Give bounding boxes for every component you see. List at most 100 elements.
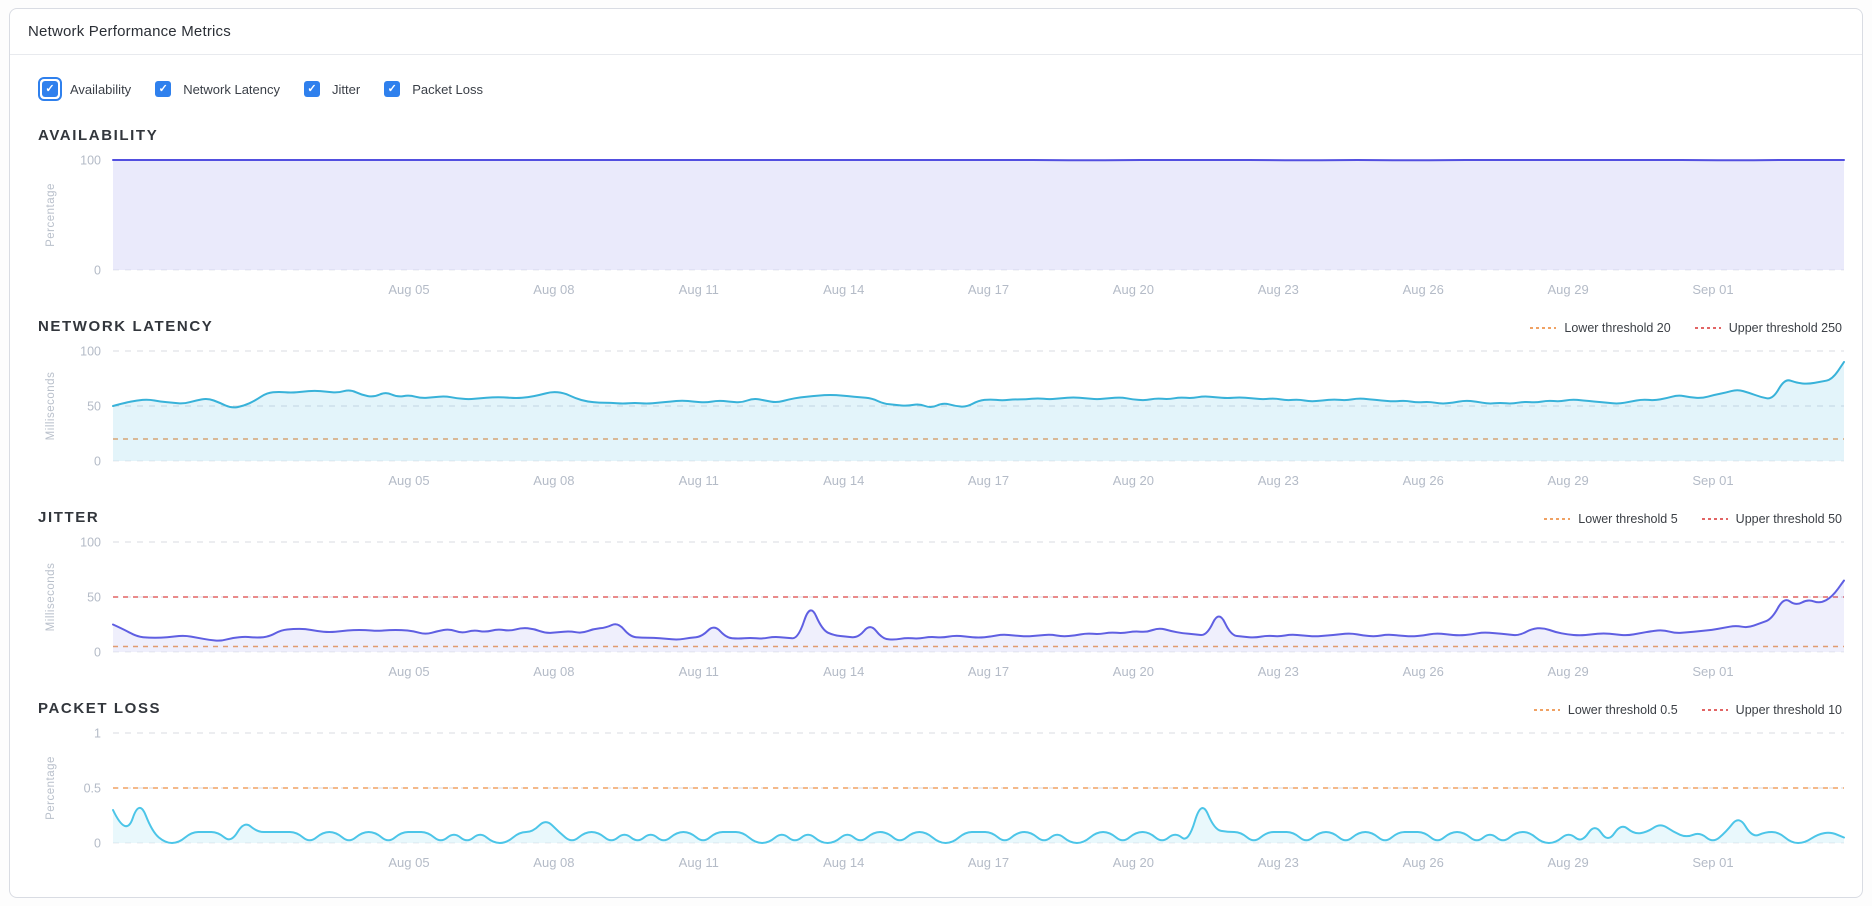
svg-text:Aug 20: Aug 20 xyxy=(1113,282,1154,297)
svg-text:Aug 11: Aug 11 xyxy=(679,855,719,870)
svg-text:Sep 01: Sep 01 xyxy=(1692,473,1733,488)
lower-threshold-dash-icon xyxy=(1530,327,1557,329)
svg-text:Aug 08: Aug 08 xyxy=(533,855,574,870)
svg-text:Aug 23: Aug 23 xyxy=(1258,282,1299,297)
jitter-chart[interactable]: 0 50 100 Milliseconds Aug 05 Aug 08 Aug 11 Aug … xyxy=(24,534,1848,686)
svg-text:100: 100 xyxy=(80,345,101,359)
filter-jitter[interactable]: ✓ Jitter xyxy=(300,77,360,101)
packet-loss-title: PACKET LOSS xyxy=(38,700,162,717)
filter-packet-loss[interactable]: ✓ Packet Loss xyxy=(380,77,483,101)
svg-text:Aug 14: Aug 14 xyxy=(823,473,864,488)
svg-text:Aug 23: Aug 23 xyxy=(1258,664,1299,679)
svg-text:Aug 05: Aug 05 xyxy=(388,473,429,488)
svg-text:Aug 23: Aug 23 xyxy=(1258,855,1299,870)
svg-text:50: 50 xyxy=(87,400,101,414)
check-icon: ✓ xyxy=(45,82,55,95)
svg-text:Milliseconds: Milliseconds xyxy=(45,372,57,441)
svg-text:Sep 01: Sep 01 xyxy=(1692,664,1733,679)
svg-text:0: 0 xyxy=(94,455,101,469)
checkbox-packet-loss[interactable]: ✓ xyxy=(384,81,401,97)
filter-network-latency-label: Network Latency xyxy=(183,81,281,97)
checkbox-jitter[interactable]: ✓ xyxy=(304,81,321,97)
svg-text:Sep 01: Sep 01 xyxy=(1692,855,1733,870)
filter-availability[interactable]: ✓ Availability xyxy=(38,77,131,101)
upper-threshold-dash-icon xyxy=(1701,709,1728,711)
jitter-chart-svg: 0 50 100 Milliseconds Aug 05 Aug 08 Aug 11 Aug … xyxy=(45,536,1845,679)
filter-jitter-label: Jitter xyxy=(332,81,361,97)
check-icon: ✓ xyxy=(158,82,168,95)
svg-text:0: 0 xyxy=(94,837,101,851)
availability-title: AVAILABILITY xyxy=(38,127,159,144)
svg-text:0: 0 xyxy=(94,646,101,660)
jitter-legend: Lower threshold 5 Upper threshold 50 xyxy=(1544,512,1842,526)
filter-network-latency[interactable]: ✓ Network Latency xyxy=(151,77,280,101)
svg-text:Aug 05: Aug 05 xyxy=(388,282,429,297)
svg-text:50: 50 xyxy=(87,591,101,605)
svg-text:Aug 20: Aug 20 xyxy=(1113,855,1154,870)
lower-threshold-dash-icon xyxy=(1533,709,1560,711)
metrics-panel: Network Performance Metrics ✓ Availabili… xyxy=(9,8,1863,898)
svg-text:0.5: 0.5 xyxy=(84,782,101,796)
svg-text:Milliseconds: Milliseconds xyxy=(45,563,57,632)
svg-text:100: 100 xyxy=(80,154,101,168)
svg-text:Percentage: Percentage xyxy=(45,183,57,247)
metric-filter-row: ✓ Availability ✓ Network Latency ✓ Jitte… xyxy=(38,77,1848,101)
filter-packet-loss-label: Packet Loss xyxy=(412,81,484,97)
panel-content: ✓ Availability ✓ Network Latency ✓ Jitte… xyxy=(10,77,1862,877)
svg-text:Aug 26: Aug 26 xyxy=(1403,473,1444,488)
packet-loss-chart[interactable]: 0 0.5 1 Percentage Aug 05 Aug 08 Aug 11 Aug 14 A… xyxy=(24,725,1848,877)
filter-availability-label: Availability xyxy=(70,81,132,97)
svg-text:Aug 08: Aug 08 xyxy=(533,473,574,488)
jitter-title: JITTER xyxy=(38,509,100,526)
svg-text:Aug 29: Aug 29 xyxy=(1547,282,1588,297)
packet-loss-chart-svg: 0 0.5 1 Percentage Aug 05 Aug 08 Aug 11 Aug 14 A… xyxy=(45,727,1845,870)
svg-text:Aug 17: Aug 17 xyxy=(968,855,1009,870)
check-icon: ✓ xyxy=(307,82,317,95)
svg-text:Aug 08: Aug 08 xyxy=(533,282,574,297)
svg-text:Aug 11: Aug 11 xyxy=(679,473,719,488)
legend-upper-threshold: Upper threshold 50 xyxy=(1701,512,1842,526)
svg-text:Aug 14: Aug 14 xyxy=(823,664,864,679)
svg-text:Aug 17: Aug 17 xyxy=(968,282,1009,297)
svg-text:Aug 08: Aug 08 xyxy=(533,664,574,679)
section-jitter: JITTER Lower threshold 5 Upper threshold… xyxy=(24,509,1848,686)
svg-text:1: 1 xyxy=(94,727,101,741)
check-icon: ✓ xyxy=(387,82,397,95)
network-latency-chart[interactable]: 0 50 100 Milliseconds Aug 05 Aug 08 Aug 11 Aug … xyxy=(24,343,1848,495)
svg-text:Aug 14: Aug 14 xyxy=(823,855,864,870)
panel-title: Network Performance Metrics xyxy=(28,23,231,40)
checkbox-network-latency[interactable]: ✓ xyxy=(155,81,172,97)
network-latency-title: NETWORK LATENCY xyxy=(38,318,214,335)
legend-lower-threshold: Lower threshold 0.5 xyxy=(1533,703,1678,717)
section-packet-loss: PACKET LOSS Lower threshold 0.5 Upper th… xyxy=(24,700,1848,877)
panel-header: Network Performance Metrics xyxy=(10,9,1862,55)
svg-text:100: 100 xyxy=(80,536,101,550)
svg-text:Aug 26: Aug 26 xyxy=(1403,855,1444,870)
network-latency-legend: Lower threshold 20 Upper threshold 250 xyxy=(1530,321,1842,335)
svg-text:Aug 29: Aug 29 xyxy=(1547,855,1588,870)
section-network-latency: NETWORK LATENCY Lower threshold 20 Upper… xyxy=(24,318,1848,495)
svg-text:Aug 11: Aug 11 xyxy=(679,664,719,679)
section-availability: AVAILABILITY 0 100 Percentage Aug 05 Aug 08 A… xyxy=(24,127,1848,304)
network-latency-chart-svg: 0 50 100 Milliseconds Aug 05 Aug 08 Aug 11 Aug … xyxy=(45,345,1845,488)
legend-lower-threshold: Lower threshold 5 xyxy=(1544,512,1678,526)
upper-threshold-dash-icon xyxy=(1701,518,1728,520)
svg-text:Aug 20: Aug 20 xyxy=(1113,473,1154,488)
availability-chart[interactable]: 0 100 Percentage Aug 05 Aug 08 Aug 11 Aug 14 Au… xyxy=(24,152,1848,304)
svg-text:Aug 23: Aug 23 xyxy=(1258,473,1299,488)
legend-lower-threshold: Lower threshold 20 xyxy=(1530,321,1671,335)
availability-chart-svg: 0 100 Percentage Aug 05 Aug 08 Aug 11 Aug 14 Au… xyxy=(45,154,1845,297)
svg-text:Aug 14: Aug 14 xyxy=(823,282,864,297)
packet-loss-legend: Lower threshold 0.5 Upper threshold 10 xyxy=(1533,703,1842,717)
svg-text:Aug 17: Aug 17 xyxy=(968,473,1009,488)
svg-text:Aug 20: Aug 20 xyxy=(1113,664,1154,679)
svg-text:0: 0 xyxy=(94,264,101,278)
svg-text:Aug 29: Aug 29 xyxy=(1547,473,1588,488)
svg-text:Aug 26: Aug 26 xyxy=(1403,664,1444,679)
svg-text:Sep 01: Sep 01 xyxy=(1692,282,1733,297)
checkbox-availability[interactable]: ✓ xyxy=(42,81,58,97)
legend-upper-threshold: Upper threshold 10 xyxy=(1701,703,1842,717)
svg-text:Aug 11: Aug 11 xyxy=(679,282,719,297)
legend-upper-threshold: Upper threshold 250 xyxy=(1694,321,1842,335)
svg-text:Aug 29: Aug 29 xyxy=(1547,664,1588,679)
